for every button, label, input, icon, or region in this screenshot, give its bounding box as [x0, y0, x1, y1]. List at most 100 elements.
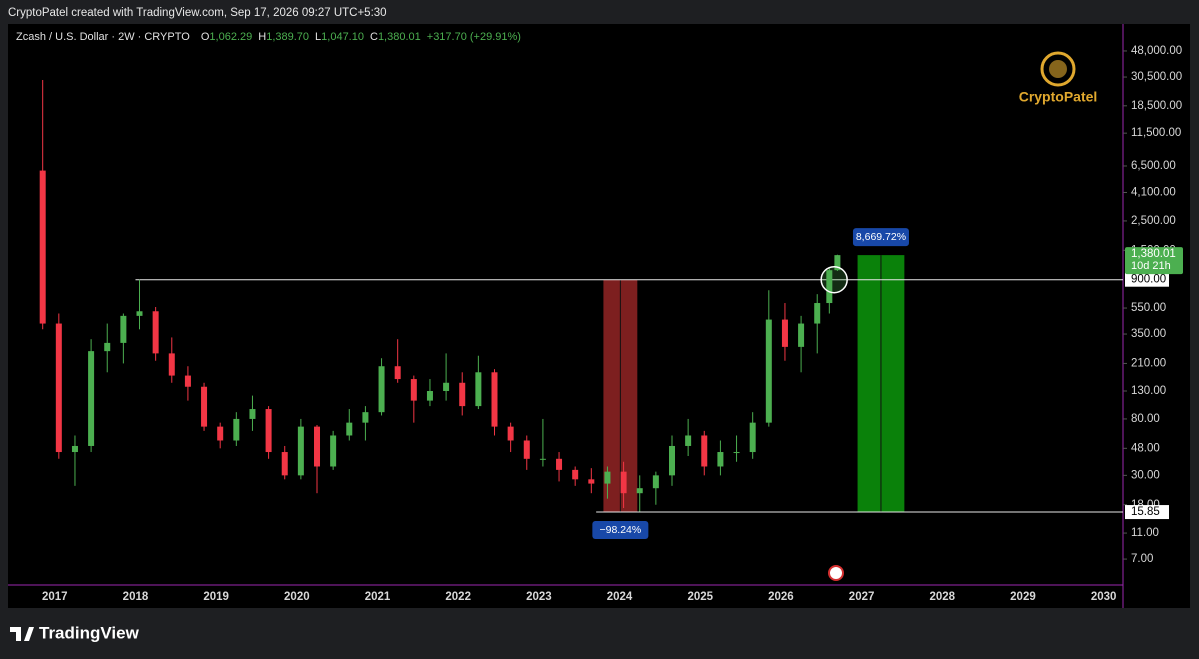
candle-body [314, 426, 321, 467]
range-label-bg [852, 228, 909, 247]
candle-body [701, 435, 708, 467]
candle-body [749, 422, 756, 453]
attribution: CryptoPatel created with TradingView.com… [8, 7, 387, 19]
candle-body [652, 475, 659, 489]
candle-body [685, 435, 692, 446]
candle-body [814, 303, 821, 324]
range-label-bg [592, 521, 649, 540]
candle-body [733, 452, 740, 454]
x-tick-label: 2027 [849, 591, 875, 603]
candle-body [168, 353, 175, 376]
candle-body [136, 311, 143, 316]
candle-body [475, 372, 482, 407]
footer-logo: TradingView [10, 623, 140, 642]
event-icon[interactable] [828, 565, 844, 581]
candle-body [233, 418, 240, 441]
legend-key: L [315, 31, 321, 43]
x-tick-label: 2025 [687, 591, 713, 603]
legend-key: H [258, 31, 266, 43]
candle-body [346, 422, 353, 436]
candle-body [826, 270, 833, 304]
logo-icon-core [1049, 60, 1067, 78]
candle-body [491, 372, 498, 427]
footer-text: TradingView [39, 623, 140, 642]
candle-body [88, 351, 95, 446]
candle-body [410, 379, 417, 401]
candle-body [265, 409, 272, 453]
x-tick-label: 2021 [365, 591, 391, 603]
price-tag-bg [1125, 505, 1169, 520]
range-label: 8,669.72% [856, 231, 906, 243]
candle-body [588, 479, 595, 484]
candle-body [556, 458, 563, 470]
chart-legend: Zcash / U.S. Dollar · 2W · CRYPTO O1,062… [16, 31, 521, 43]
price-tag: 15.85 [1131, 506, 1160, 518]
candle-body [394, 366, 401, 380]
candle-body [620, 471, 627, 494]
candle-body [39, 170, 46, 324]
y-tick-label: 11,500.00 [1131, 127, 1181, 139]
candle-body [330, 435, 337, 467]
candle-body [184, 375, 191, 387]
candle-body [636, 488, 643, 494]
candle-body [717, 452, 724, 467]
candle-body [249, 409, 256, 419]
last-price: 1,380.01 [1131, 248, 1176, 260]
x-tick-label: 2017 [42, 591, 68, 603]
price-tag-bg [1125, 272, 1169, 287]
candle-body [572, 469, 579, 480]
y-tick-label: 2,500.00 [1131, 215, 1176, 227]
y-tick-label: 210.00 [1131, 357, 1166, 369]
candle-body [55, 323, 62, 453]
legend-change: +317.70 (+29.91%) [427, 31, 521, 43]
plot-area: −98.24% 8,669.72% [39, 79, 1123, 540]
y-tick-label: 350.00 [1131, 328, 1166, 340]
x-tick-label: 2023 [526, 591, 552, 603]
x-tick-label: 2029 [1010, 591, 1036, 603]
tradingview-icon [10, 627, 34, 641]
y-tick-label: 48.00 [1131, 442, 1160, 454]
y-tick-label: 130.00 [1131, 385, 1166, 397]
legend-key: C [370, 31, 378, 43]
range-label: −98.24% [599, 524, 641, 536]
candle-body [507, 426, 514, 441]
y-tick-label: 30,500.00 [1131, 71, 1182, 83]
candle-body [362, 412, 369, 423]
x-tick-label: 2019 [203, 591, 229, 603]
legend-value: 1,047.10 [321, 31, 364, 43]
candle-body [523, 440, 530, 459]
x-tick-label: 2030 [1091, 591, 1117, 603]
legend-value: 1,380.01 [378, 31, 421, 43]
legend-value: 1,062.29 [209, 31, 252, 43]
candle-body [120, 315, 127, 343]
candle-body [539, 458, 546, 460]
candle-body [798, 323, 805, 347]
logo: CryptoPatel [1019, 51, 1098, 105]
bar-countdown: 10d 21h [1131, 260, 1171, 272]
candle-body [71, 445, 78, 453]
y-tick-label: 18,500.00 [1131, 100, 1182, 112]
price-tag: 900.00 [1131, 274, 1166, 286]
highlight-circle [820, 265, 848, 294]
y-tick-label: 550.00 [1131, 302, 1166, 314]
candle-body [781, 319, 788, 347]
logo-icon [1040, 51, 1076, 87]
x-tick-label: 2018 [123, 591, 149, 603]
y-tick-label: 4,100.00 [1131, 187, 1176, 199]
last-price-bg [1125, 247, 1183, 275]
candle-body [443, 382, 450, 392]
candle-body [426, 391, 433, 401]
candle-body [834, 255, 841, 271]
candle-body [668, 445, 675, 476]
chart-title: Zcash / U.S. Dollar · 2W · CRYPTO [16, 31, 190, 43]
x-tick-label: 2024 [607, 591, 633, 603]
y-tick-label: 7.00 [1131, 553, 1153, 565]
y-tick-label: 80.00 [1131, 413, 1160, 425]
candle-body [201, 386, 208, 427]
x-tick-label: 2026 [768, 591, 794, 603]
logo-text: CryptoPatel [1019, 89, 1098, 105]
legend-key: O [201, 31, 210, 43]
candle-body [104, 342, 111, 352]
